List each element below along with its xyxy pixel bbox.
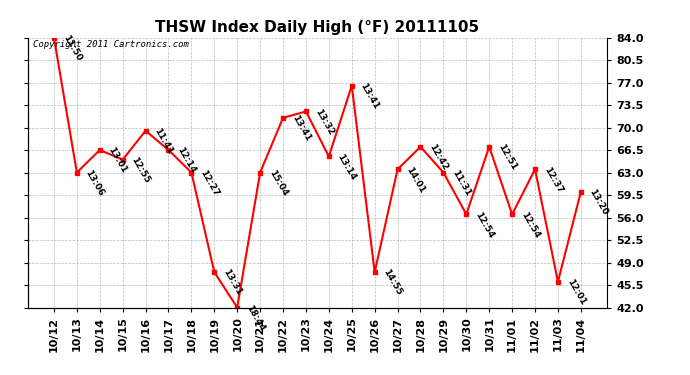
Text: 13:06: 13:06: [83, 168, 106, 198]
Text: 11:50: 11:50: [61, 33, 83, 63]
Text: 13:01: 13:01: [107, 146, 129, 175]
Text: 12:55: 12:55: [130, 156, 152, 185]
Text: 13:41: 13:41: [359, 81, 381, 111]
Text: 14:01: 14:01: [404, 165, 426, 194]
Text: 13:31: 13:31: [221, 268, 244, 297]
Text: 13:41: 13:41: [290, 114, 312, 143]
Text: 13:32: 13:32: [313, 107, 335, 136]
Text: 12:37: 12:37: [542, 165, 564, 195]
Text: 15:04: 15:04: [267, 168, 289, 198]
Text: 13:14: 13:14: [336, 152, 358, 182]
Text: 12:54: 12:54: [473, 210, 495, 240]
Text: 18:44: 18:44: [244, 303, 266, 333]
Text: 13:20: 13:20: [588, 188, 610, 217]
Title: THSW Index Daily High (°F) 20111105: THSW Index Daily High (°F) 20111105: [155, 20, 480, 35]
Text: 12:42: 12:42: [427, 142, 450, 172]
Text: 11:41: 11:41: [152, 126, 175, 156]
Text: 11:31: 11:31: [451, 168, 473, 198]
Text: 12:27: 12:27: [198, 168, 221, 198]
Text: 12:01: 12:01: [565, 278, 587, 307]
Text: 12:51: 12:51: [496, 142, 518, 172]
Text: 14:55: 14:55: [382, 268, 404, 297]
Text: 12:14: 12:14: [175, 146, 197, 175]
Text: Copyright 2011 Cartronics.com: Copyright 2011 Cartronics.com: [33, 40, 189, 49]
Text: 12:54: 12:54: [519, 210, 541, 240]
